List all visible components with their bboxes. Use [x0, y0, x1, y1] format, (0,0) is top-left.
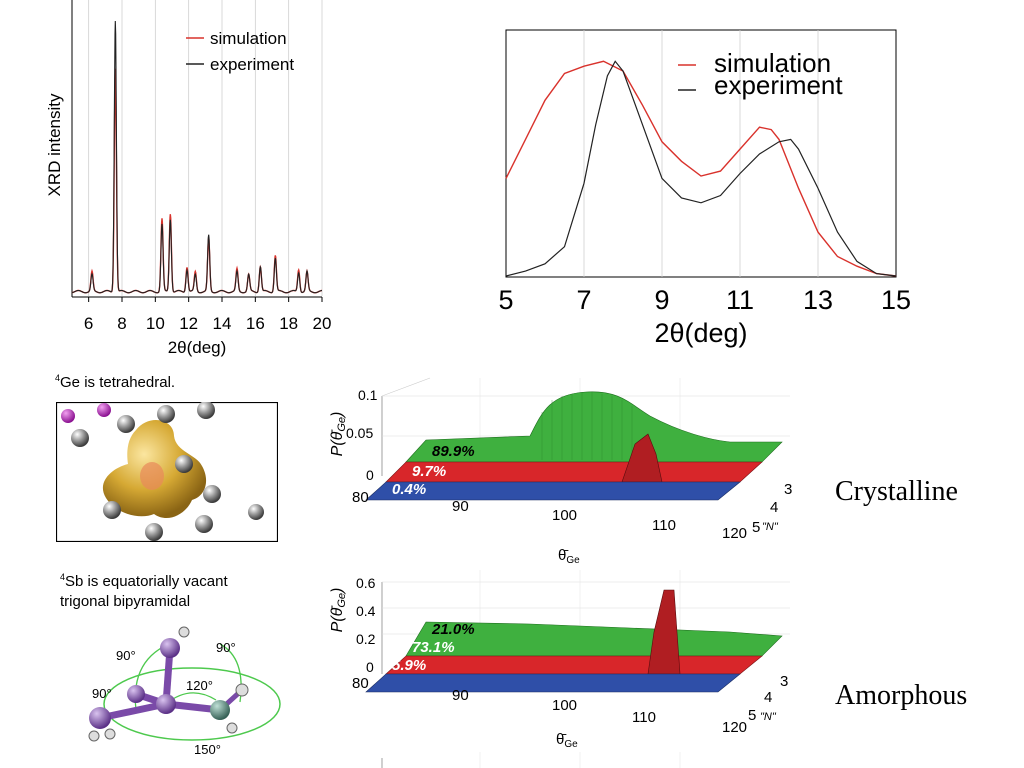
amorphous-xtick-1: 90 — [452, 687, 469, 704]
crystalline-pct-5: 0.4% — [392, 481, 426, 498]
amorphous-n-label: "N" — [760, 711, 777, 723]
crystalline-x-label: θ̄Ge — [558, 547, 580, 566]
xrd-full-simulation-line — [71, 68, 322, 294]
ge-caption: 4Ge is tetrahedral. — [55, 373, 175, 391]
crystalline-xtick-4: 120 — [722, 525, 747, 542]
amorphous-surface-chart: 21.0% 73.1% 5.9% 0 0.2 0.4 0.6 P(θ̄Ge) 8… — [330, 570, 790, 750]
xrd-zoom-legend: simulation experiment — [678, 48, 843, 100]
amorphous-pct-3: 21.0% — [431, 621, 475, 638]
xrd-zoom-x-label: 2θ(deg) — [654, 318, 747, 348]
amorphous-ntick-1: 4 — [764, 689, 772, 706]
crystalline-ytick-2: 0.1 — [358, 387, 378, 403]
crystalline-pct-3: 89.9% — [432, 443, 475, 460]
sb-caption: 4Sb is equatorially vacant trigonal bipy… — [60, 567, 228, 612]
xrd-zoom-x-ticks: 5 7 9 11 13 15 — [498, 285, 911, 315]
ge-tetrahedral-structure-image — [56, 402, 278, 542]
x-tick-label: 13 — [803, 285, 833, 315]
amorphous-pct-4: 73.1% — [412, 639, 455, 656]
amorphous-ntick-0: 3 — [780, 673, 788, 690]
legend-experiment-label: experiment — [714, 70, 843, 100]
crystalline-xtick-3: 110 — [652, 517, 676, 534]
ge-caption-text: Ge is tetrahedral. — [60, 374, 176, 391]
amorphous-xtick-2: 100 — [552, 697, 577, 714]
crystalline-ntick-1: 4 — [770, 499, 778, 516]
amorphous-y-label: P(θ̄Ge) — [330, 588, 348, 633]
crystalline-n-label: "N" — [762, 521, 779, 533]
angle-label-1: 90° — [116, 648, 136, 663]
sb-trigonal-bipyramidal-structure-image: 90° 90° 90° 120° 150° — [88, 626, 281, 757]
angle-label-5: 150° — [194, 742, 221, 757]
crystalline-xtick-1: 90 — [452, 498, 469, 515]
amorphous-ytick-3: 0.6 — [356, 575, 376, 591]
x-tick-label: 16 — [246, 314, 265, 333]
crystalline-blue-band — [365, 481, 741, 501]
xrd-zoom-simulation-line — [505, 60, 897, 277]
x-tick-label: 20 — [313, 314, 332, 333]
third-panel-fragment — [381, 752, 681, 768]
amorphous-xtick-4: 120 — [722, 719, 747, 736]
x-tick-label: 9 — [654, 285, 669, 315]
x-tick-label: 11 — [726, 285, 754, 315]
xrd-zoom-experiment-line — [505, 60, 897, 277]
amorphous-ytick-2: 0.4 — [356, 603, 376, 619]
x-tick-label: 18 — [279, 314, 298, 333]
xrd-full-grid — [88, 0, 323, 296]
xrd-full-y-label: XRD intensity — [45, 93, 64, 196]
amorphous-ytick-1: 0.2 — [356, 631, 376, 647]
crystalline-green-band — [405, 391, 783, 463]
amorphous-xtick-0: 80 — [352, 675, 369, 692]
legend-simulation-label: simulation — [714, 48, 831, 78]
x-tick-label: 6 — [84, 314, 93, 333]
sb-caption-text: Sb is equatorially vacant — [65, 573, 228, 590]
sb-caption-superscript: 4 — [60, 572, 66, 582]
x-tick-label: 5 — [498, 285, 513, 315]
crystalline-pct-4: 9.7% — [412, 463, 446, 480]
crystalline-ntick-2: 5 — [752, 519, 760, 536]
crystalline-green-stripes — [541, 392, 633, 460]
amorphous-red-band — [385, 655, 763, 675]
amorphous-title: Amorphous — [835, 680, 968, 711]
legend-experiment-label: experiment — [210, 55, 294, 74]
crystalline-title: Crystalline — [835, 476, 958, 507]
x-tick-label: 12 — [179, 314, 198, 333]
legend-simulation-label: simulation — [210, 29, 287, 48]
amorphous-ytick-0: 0 — [366, 659, 374, 675]
x-tick-label: 14 — [213, 314, 232, 333]
amorphous-pct-5: 5.9% — [392, 657, 426, 674]
ge-caption-superscript: 4 — [55, 373, 61, 383]
xrd-full-x-ticks: 6 8 10 12 14 16 18 20 — [84, 297, 332, 333]
x-tick-label: 10 — [146, 314, 165, 333]
angle-label-3: 90° — [92, 686, 112, 701]
crystalline-ytick-1: 0.05 — [346, 425, 373, 441]
x-tick-label: 15 — [881, 285, 911, 315]
angle-label-4: 120° — [186, 678, 213, 693]
xrd-zoom-frame — [505, 29, 897, 278]
crystalline-ytick-0: 0 — [366, 467, 374, 483]
xrd-full-legend: simulation experiment — [186, 29, 294, 74]
crystalline-y-label: P(θ̄Ge) — [330, 412, 348, 457]
crystalline-xtick-2: 100 — [552, 507, 577, 524]
sb-caption-line-2: trigonal bipyramidal — [60, 593, 191, 610]
x-tick-label: 7 — [576, 285, 591, 315]
x-tick-label: 8 — [117, 314, 126, 333]
xrd-zoom-grid — [583, 30, 819, 277]
amorphous-blue-band — [365, 673, 741, 693]
angle-label-2: 90° — [216, 640, 236, 655]
xrd-full-chart: 6 8 10 12 14 16 18 20 XRD intensity 2θ(deg) sim… — [45, 0, 332, 357]
crystalline-surface-chart: 89.9% 9.7% 0.4% 0 0.05 0.1 P(θ̄Ge) 80 90… — [330, 377, 792, 566]
crystalline-ntick-0: 3 — [784, 481, 792, 498]
crystalline-xtick-0: 80 — [352, 489, 369, 506]
sb-caption-line-1: 4Sb is equatorially vacant — [60, 567, 228, 592]
amorphous-xtick-3: 110 — [632, 709, 656, 726]
amorphous-ntick-2: 5 — [748, 707, 756, 724]
xrd-full-experiment-line — [71, 20, 322, 294]
xrd-full-x-label: 2θ(deg) — [168, 338, 227, 357]
xrd-zoom-chart: 5 7 9 11 13 15 simulation experiment 2θ(deg) — [498, 29, 911, 348]
